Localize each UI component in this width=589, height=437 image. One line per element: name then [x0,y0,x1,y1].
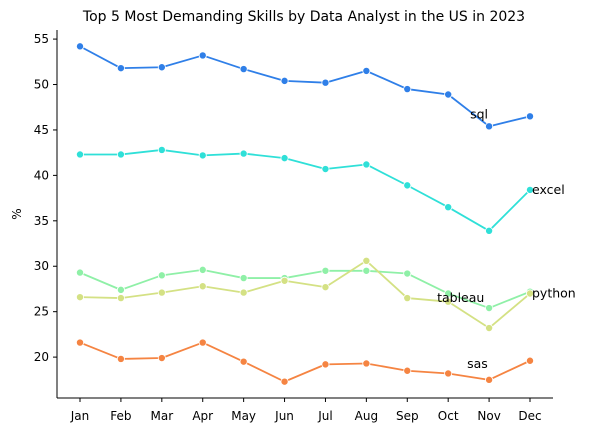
sas-series-line [79,341,531,383]
excel-point [362,160,371,169]
sas-point [485,375,494,384]
excel-point [280,154,289,163]
tableau-point [198,265,207,274]
python-point [116,294,125,303]
sas-point [403,366,412,375]
x-tick-label: Feb [110,409,131,423]
sas-point [157,354,166,363]
excel-point [403,181,412,190]
y-tick-label: 25 [34,305,49,319]
sql-point [239,65,248,74]
python-point [403,294,412,303]
sas-point [362,359,371,368]
x-tick-label: Nov [477,409,500,423]
sql-point [157,63,166,72]
series-points [76,42,535,386]
tableau-point [157,271,166,280]
sas-point [444,369,453,378]
y-tick-label: 50 [34,78,49,92]
sas-point [198,338,207,347]
x-tick-label: Apr [192,409,213,423]
tableau-point [403,269,412,278]
python-point [157,288,166,297]
excel-series-line [79,149,531,232]
python-point [280,276,289,285]
x-ticks: Jan Feb Mar Apr May Jun Jul Aug Sep Oct Nov Dec [70,398,542,423]
x-tick-label: Dec [518,409,541,423]
x-tick-label: Aug [355,409,378,423]
python-series-line [79,259,531,329]
y-tick-label: 20 [34,350,49,364]
sas-point [239,357,248,366]
tableau-point [485,304,494,313]
x-tick-label: Jul [317,409,332,423]
python-point [321,283,330,292]
excel-point [485,226,494,235]
tableau-series-label: tableau [437,290,484,305]
tableau-point [321,266,330,275]
sql-point [198,51,207,60]
sql-point [526,112,535,121]
excel-point [198,151,207,160]
axes [56,30,553,399]
python-point [239,288,248,297]
sql-point [485,122,494,131]
python-series-label: python [532,286,576,301]
python-point [198,282,207,291]
tableau-point [362,266,371,275]
y-tick-label: 35 [34,214,49,228]
x-tick-label: Jun [274,409,294,423]
y-tick-label: 30 [34,259,49,273]
x-tick-label: May [231,409,256,423]
series-lines [79,45,531,383]
sql-point [362,66,371,75]
y-tick-label: 55 [34,32,49,46]
sas-point [526,356,535,365]
sql-point [116,64,125,73]
sql-point [76,42,85,51]
excel-point [444,203,453,212]
sas-point [116,354,125,363]
x-tick-label: Mar [150,409,173,423]
python-point [485,324,494,333]
chart-title: Top 5 Most Demanding Skills by Data Anal… [82,9,525,25]
python-point [526,289,535,298]
tableau-point [239,274,248,283]
excel-point [239,149,248,158]
tableau-series-line [79,268,531,309]
tableau-point [116,285,125,294]
sas-point [280,377,289,386]
python-point [444,297,453,306]
x-tick-label: Jan [70,409,90,423]
sas-series-label: sas [467,356,488,371]
sql-point [280,76,289,85]
y-axis-label: % [10,208,24,219]
x-tick-label: Sep [396,409,419,423]
tableau-point [76,268,85,277]
y-ticks: 20 25 30 35 40 45 50 55 [34,32,57,364]
series-labels: sql excel tableau python sas [437,106,576,371]
python-point [362,256,371,265]
excel-point [157,145,166,154]
python-point [76,293,85,302]
sql-point [444,90,453,99]
excel-point [116,150,125,159]
y-tick-label: 40 [34,168,49,182]
y-tick-label: 45 [34,123,49,137]
excel-series-label: excel [532,182,565,197]
sas-point [321,360,330,369]
excel-point [76,150,85,159]
sql-series-line [79,45,531,128]
excel-point [526,185,535,194]
tableau-point [444,289,453,298]
sas-point [76,338,85,347]
sql-point [321,78,330,87]
x-tick-label: Oct [438,409,459,423]
excel-point [321,165,330,174]
sql-series-label: sql [470,106,488,121]
sql-point [403,85,412,94]
